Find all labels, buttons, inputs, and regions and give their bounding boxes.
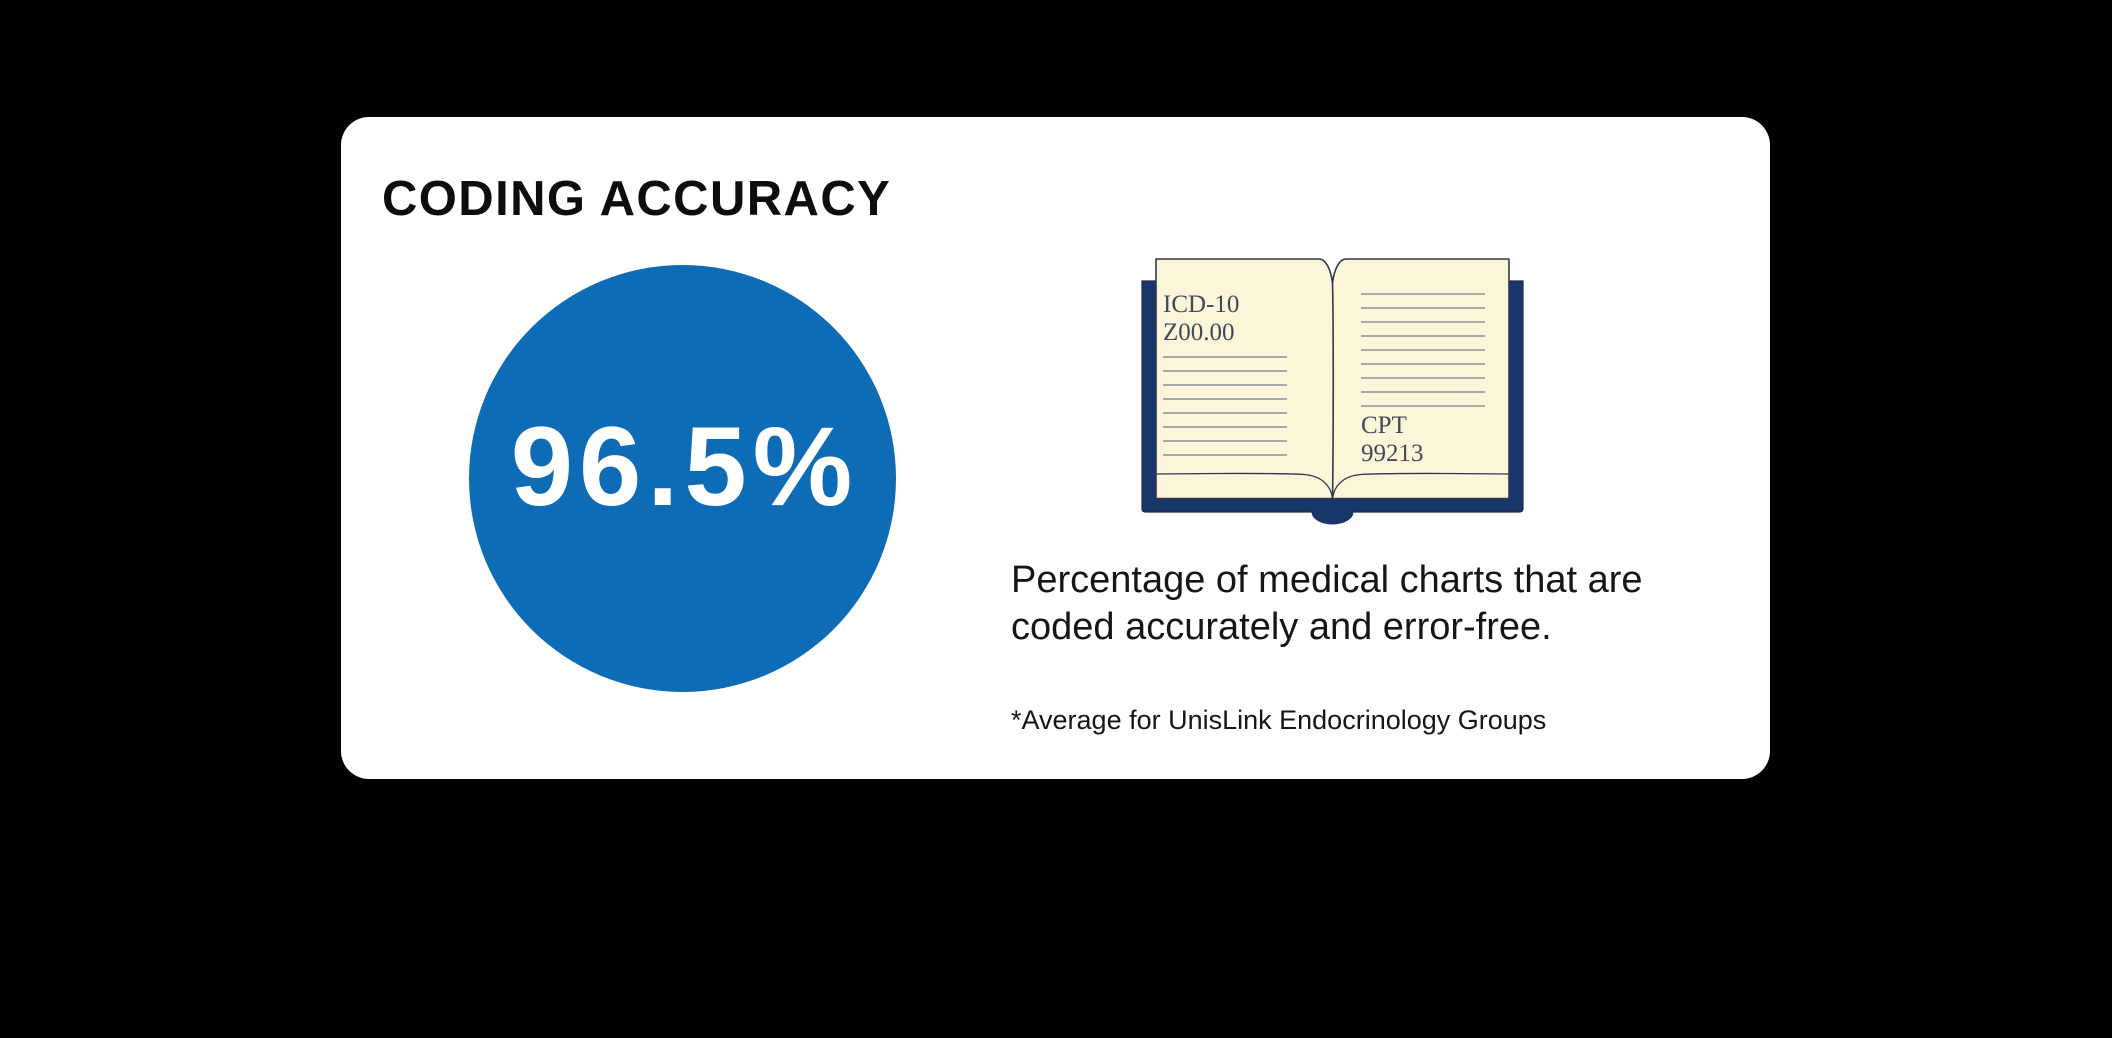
svg-text:CPT: CPT xyxy=(1361,412,1407,439)
svg-text:Z00.00: Z00.00 xyxy=(1163,319,1235,346)
svg-text:ICD-10: ICD-10 xyxy=(1163,291,1239,318)
svg-text:99213: 99213 xyxy=(1361,440,1424,467)
